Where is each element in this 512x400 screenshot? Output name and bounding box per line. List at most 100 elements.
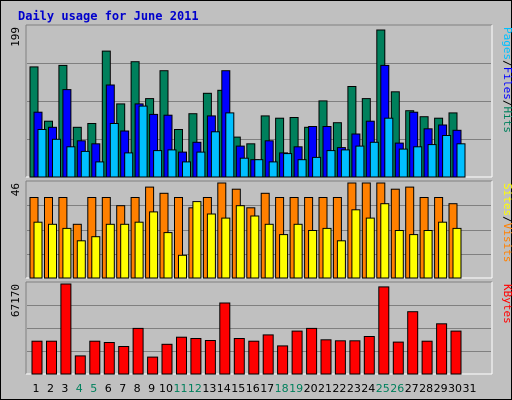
bar-kbytes-day-10 [161, 343, 173, 375]
day-label-3: 3 [61, 382, 68, 395]
bar-kbytes-day-15 [233, 338, 245, 375]
day-label-15: 15 [231, 382, 245, 395]
bar-kbytes-day-25 [378, 286, 390, 375]
day-label-24: 24 [361, 382, 375, 395]
bar-sites-day-21 [322, 227, 332, 279]
day-label-6: 6 [105, 382, 112, 395]
bar-pages-day-9 [153, 150, 163, 178]
day-label-14: 14 [217, 382, 231, 395]
bar-kbytes-day-14 [219, 302, 231, 375]
day-label-9: 9 [148, 382, 155, 395]
day-label-16: 16 [246, 382, 260, 395]
bar-kbytes-day-17 [262, 334, 274, 375]
legend-kbytes: KBytes [501, 284, 512, 324]
bar-sites-day-24 [365, 217, 375, 279]
bar-pages-day-23 [355, 145, 365, 178]
bar-sites-day-14 [221, 217, 231, 279]
bar-sites-day-12 [192, 201, 202, 279]
day-label-1: 1 [33, 382, 40, 395]
bar-pages-day-4 [80, 150, 90, 178]
day-label-21: 21 [318, 382, 332, 395]
bar-sites-day-13 [206, 213, 216, 279]
day-label-12: 12 [188, 382, 202, 395]
bar-sites-day-1 [33, 221, 43, 279]
legend-hits: Hits [501, 107, 512, 134]
bar-pages-day-7 [124, 152, 134, 178]
bar-sites-day-29 [438, 221, 448, 279]
day-label-18: 18 [275, 382, 289, 395]
day-label-10: 10 [159, 382, 173, 395]
bar-sites-day-18 [279, 234, 289, 279]
bar-sites-day-7 [120, 223, 130, 279]
legend-visits: Visits [501, 223, 512, 263]
bar-pages-day-25 [384, 117, 394, 178]
legend-pages: Pages [501, 27, 512, 60]
bar-pages-day-13 [210, 131, 220, 178]
bar-kbytes-day-1 [31, 340, 43, 375]
day-label-30: 30 [448, 382, 462, 395]
bar-sites-day-17 [264, 223, 274, 279]
bar-kbytes-day-6 [103, 342, 115, 375]
bar-kbytes-day-18 [277, 345, 289, 375]
bar-kbytes-day-16 [248, 340, 260, 375]
bar-sites-day-3 [62, 227, 72, 279]
bar-kbytes-day-5 [89, 340, 101, 375]
day-label-2: 2 [47, 382, 54, 395]
bar-sites-day-23 [351, 209, 361, 279]
max-label-visits_sites: 46 [9, 183, 22, 196]
bar-pages-day-22 [340, 149, 350, 178]
bar-sites-day-20 [308, 230, 318, 279]
bar-sites-day-10 [163, 232, 173, 279]
bar-sites-day-9 [149, 211, 159, 279]
bar-pages-day-26 [398, 148, 408, 178]
bar-pages-day-29 [442, 135, 452, 178]
bar-sites-day-30 [452, 227, 462, 279]
bar-kbytes-day-20 [306, 327, 318, 375]
day-label-26: 26 [390, 382, 404, 395]
chart-title: Daily usage for June 2011 [18, 9, 199, 23]
bar-sites-day-8 [134, 221, 144, 279]
legend-separator: / [501, 216, 512, 223]
bar-sites-day-16 [250, 215, 260, 279]
legend-files: Files [501, 67, 512, 100]
legend-kbytes: KBytes [501, 284, 512, 324]
bar-kbytes-day-13 [204, 340, 216, 375]
bar-pages-day-5 [95, 161, 105, 178]
bar-pages-day-21 [326, 150, 336, 178]
day-label-4: 4 [76, 382, 83, 395]
day-label-25: 25 [376, 382, 390, 395]
bar-pages-day-12 [196, 151, 206, 178]
bar-kbytes-day-9 [147, 356, 159, 375]
day-label-8: 8 [134, 382, 141, 395]
max-label-kbytes: 67170 [9, 284, 22, 317]
bar-pages-day-2 [52, 138, 61, 178]
bar-pages-day-11 [182, 161, 191, 178]
bar-sites-day-11 [178, 254, 187, 279]
bar-kbytes-day-2 [46, 340, 57, 375]
bar-kbytes-day-3 [60, 283, 72, 375]
bar-pages-day-1 [37, 129, 47, 178]
bar-pages-day-16 [254, 159, 264, 178]
legend-visits_sites: Sites/Visits [501, 183, 512, 263]
bar-kbytes-day-24 [363, 336, 375, 375]
bar-sites-day-26 [394, 230, 404, 279]
bar-sites-day-5 [91, 236, 101, 279]
bar-pages-day-28 [427, 144, 437, 178]
bar-pages-day-30 [456, 143, 466, 178]
day-label-22: 22 [332, 382, 346, 395]
bar-kbytes-day-7 [118, 346, 130, 375]
bar-pages-day-20 [312, 156, 322, 178]
day-label-11: 11 [174, 382, 188, 395]
bar-kbytes-day-19 [291, 330, 303, 375]
bar-sites-day-2 [48, 223, 57, 279]
day-label-20: 20 [304, 382, 318, 395]
bar-pages-day-3 [66, 146, 76, 178]
day-label-28: 28 [419, 382, 433, 395]
bar-kbytes-day-8 [132, 327, 144, 375]
bar-sites-day-22 [336, 240, 346, 279]
bar-sites-day-4 [76, 240, 86, 279]
day-label-19: 19 [289, 382, 303, 395]
bar-sites-day-15 [235, 205, 245, 279]
bar-pages-day-17 [268, 161, 278, 178]
